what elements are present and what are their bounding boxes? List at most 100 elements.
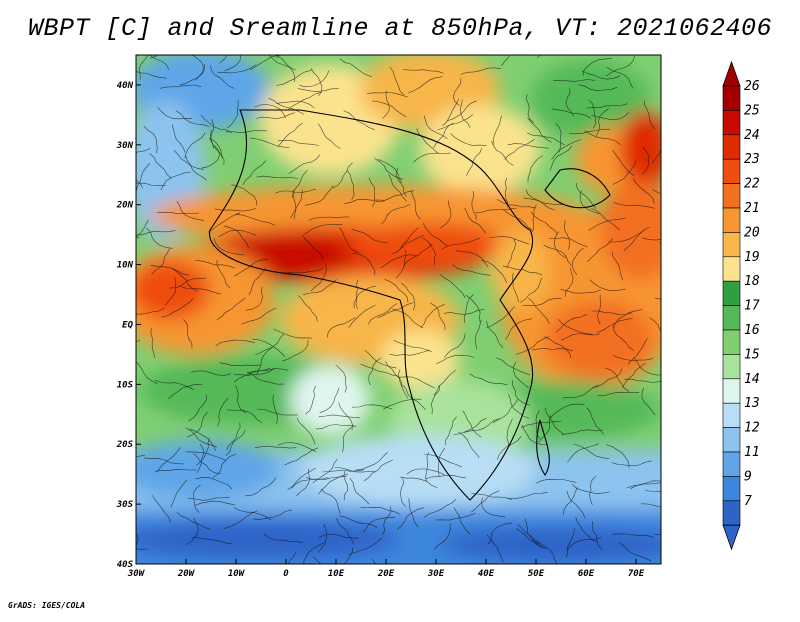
streamline <box>287 91 322 111</box>
streamline <box>605 367 630 392</box>
streamline <box>630 482 661 490</box>
streamline <box>486 320 504 348</box>
streamline <box>277 55 296 82</box>
streamline <box>171 124 186 153</box>
streamline <box>397 507 424 530</box>
colorbar-label: 24 <box>744 128 760 143</box>
streamline <box>352 252 376 276</box>
streamline <box>254 445 297 449</box>
streamline <box>193 453 222 475</box>
streamline <box>464 207 486 234</box>
streamline <box>154 379 194 390</box>
streamline <box>566 537 602 551</box>
streamline <box>175 110 210 127</box>
streamline <box>613 202 655 209</box>
streamline <box>567 443 599 463</box>
streamline <box>564 220 571 250</box>
streamline <box>241 307 277 325</box>
streamline <box>612 354 653 361</box>
streamline <box>491 140 514 166</box>
streamline <box>388 174 407 202</box>
streamline <box>136 454 145 457</box>
streamline <box>343 110 376 131</box>
streamline <box>143 457 185 465</box>
streamline <box>521 424 549 445</box>
colorbar-top-arrow <box>722 60 741 87</box>
streamline <box>571 247 584 276</box>
streamline <box>247 368 289 374</box>
streamline <box>652 189 661 194</box>
streamline <box>606 444 630 468</box>
streamline <box>507 491 548 500</box>
streamline <box>642 237 661 241</box>
streamline <box>216 297 246 321</box>
streamline <box>160 84 202 89</box>
streamline <box>287 467 316 491</box>
streamline <box>194 500 235 506</box>
colorbar-segment <box>722 378 741 404</box>
streamline <box>433 369 456 396</box>
streamline <box>557 318 593 335</box>
streamline <box>149 153 172 179</box>
streamline <box>224 225 249 249</box>
streamline <box>253 509 292 520</box>
streamline <box>433 122 454 149</box>
streamline <box>297 88 339 92</box>
streamline <box>487 522 512 545</box>
streamline <box>423 115 448 139</box>
streamline <box>440 200 452 229</box>
streamline <box>523 197 564 206</box>
streamline <box>486 534 504 563</box>
streamline <box>288 154 321 174</box>
streamline <box>312 556 322 564</box>
streamline <box>189 428 216 452</box>
streamline <box>219 55 229 64</box>
streamline <box>348 537 383 555</box>
streamline <box>560 289 602 294</box>
streamline <box>210 129 223 158</box>
streamline <box>188 497 230 501</box>
streamline <box>584 130 621 145</box>
streamline <box>296 417 316 445</box>
lon-tick-label: 30E <box>427 569 445 579</box>
streamline <box>317 524 328 553</box>
streamline <box>161 298 194 318</box>
colorbar-segment <box>722 280 741 306</box>
streamline <box>382 90 390 119</box>
streamline <box>185 451 226 461</box>
lat-tick-label: 30N <box>116 141 134 151</box>
lat-tick-label: 40S <box>117 560 134 570</box>
streamline <box>389 349 430 356</box>
streamline <box>150 328 155 359</box>
streamline <box>292 170 308 198</box>
streamline <box>612 160 636 185</box>
streamline <box>302 279 337 296</box>
streamline <box>327 317 356 338</box>
streamline <box>621 362 646 388</box>
streamline <box>445 416 457 446</box>
streamline <box>380 254 417 269</box>
streamline <box>226 100 239 129</box>
streamline <box>515 528 547 549</box>
streamline <box>351 229 388 244</box>
streamline <box>501 55 511 67</box>
streamline <box>353 285 377 309</box>
streamline <box>587 238 613 263</box>
streamline <box>364 349 397 369</box>
streamline <box>225 130 268 134</box>
streamline <box>591 310 633 316</box>
streamline <box>581 70 621 80</box>
streamline <box>453 507 471 535</box>
streamline <box>422 237 436 266</box>
streamline <box>384 279 409 303</box>
streamline <box>368 357 382 386</box>
streamline <box>597 294 602 325</box>
streamline <box>339 58 373 78</box>
streamline <box>591 207 620 231</box>
longitude-axis: 30W 20W 10W 0 10E 20E 30E 40E 50E 60E 70E <box>127 559 645 579</box>
streamline <box>469 373 508 386</box>
streamline <box>254 104 286 119</box>
streamline <box>360 506 401 515</box>
colorbar-label: 20 <box>744 225 760 240</box>
